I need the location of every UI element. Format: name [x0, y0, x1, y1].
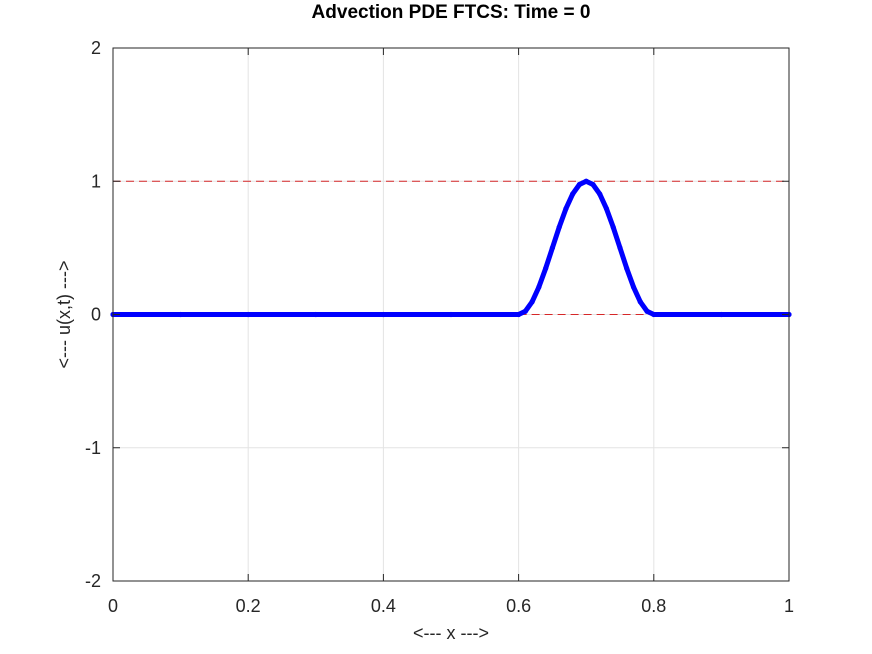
- series-layer: [110, 178, 792, 318]
- y-tick-label: 2: [91, 38, 101, 58]
- data-point: [644, 308, 650, 314]
- data-point: [603, 206, 610, 212]
- data-point: [522, 308, 528, 314]
- data-point: [529, 299, 535, 305]
- x-tick-label: 1: [784, 596, 794, 616]
- x-tick-label: 0.4: [371, 596, 396, 616]
- reference-lines: [113, 180, 789, 315]
- chart-title: Advection PDE FTCS: Time = 0: [312, 2, 591, 23]
- data-point: [313, 311, 319, 318]
- data-point: [576, 181, 583, 188]
- data-point: [583, 178, 589, 184]
- x-tick-label: 0: [108, 596, 118, 616]
- y-tick-label: 1: [91, 171, 101, 191]
- data-point: [549, 245, 556, 251]
- data-point: [590, 181, 596, 188]
- data-point: [245, 311, 251, 318]
- data-point: [563, 206, 569, 212]
- data-point: [630, 284, 637, 290]
- y-tick-label: -2: [85, 571, 101, 591]
- data-point: [556, 224, 562, 230]
- data-point: [651, 311, 657, 318]
- data-point: [617, 245, 623, 251]
- data-point: [718, 311, 725, 318]
- data-point: [536, 284, 542, 290]
- x-tick-label: 0.6: [506, 596, 531, 616]
- data-point: [448, 311, 454, 318]
- data-point: [380, 311, 386, 318]
- data-point: [570, 191, 576, 197]
- data-point: [516, 311, 522, 318]
- x-tick-labels: 0 0.2 0.4 0.6 0.8 1: [108, 596, 794, 616]
- y-tick-label: -1: [85, 438, 101, 458]
- data-point: [637, 299, 643, 305]
- x-tick-label: 0.2: [236, 596, 261, 616]
- x-tick-label: 0.8: [641, 596, 666, 616]
- x-axis-label: <--- x --->: [413, 623, 489, 643]
- tick-marks: [112, 47, 790, 582]
- data-point: [178, 311, 184, 318]
- y-tick-labels: -2 -1 0 1 2: [85, 38, 101, 591]
- y-axis-label: <--- u(x,t) --->: [54, 261, 74, 369]
- data-point: [610, 224, 616, 230]
- data-point: [543, 265, 549, 272]
- y-tick-label: 0: [91, 305, 101, 325]
- data-point: [624, 265, 630, 272]
- data-point: [597, 191, 603, 197]
